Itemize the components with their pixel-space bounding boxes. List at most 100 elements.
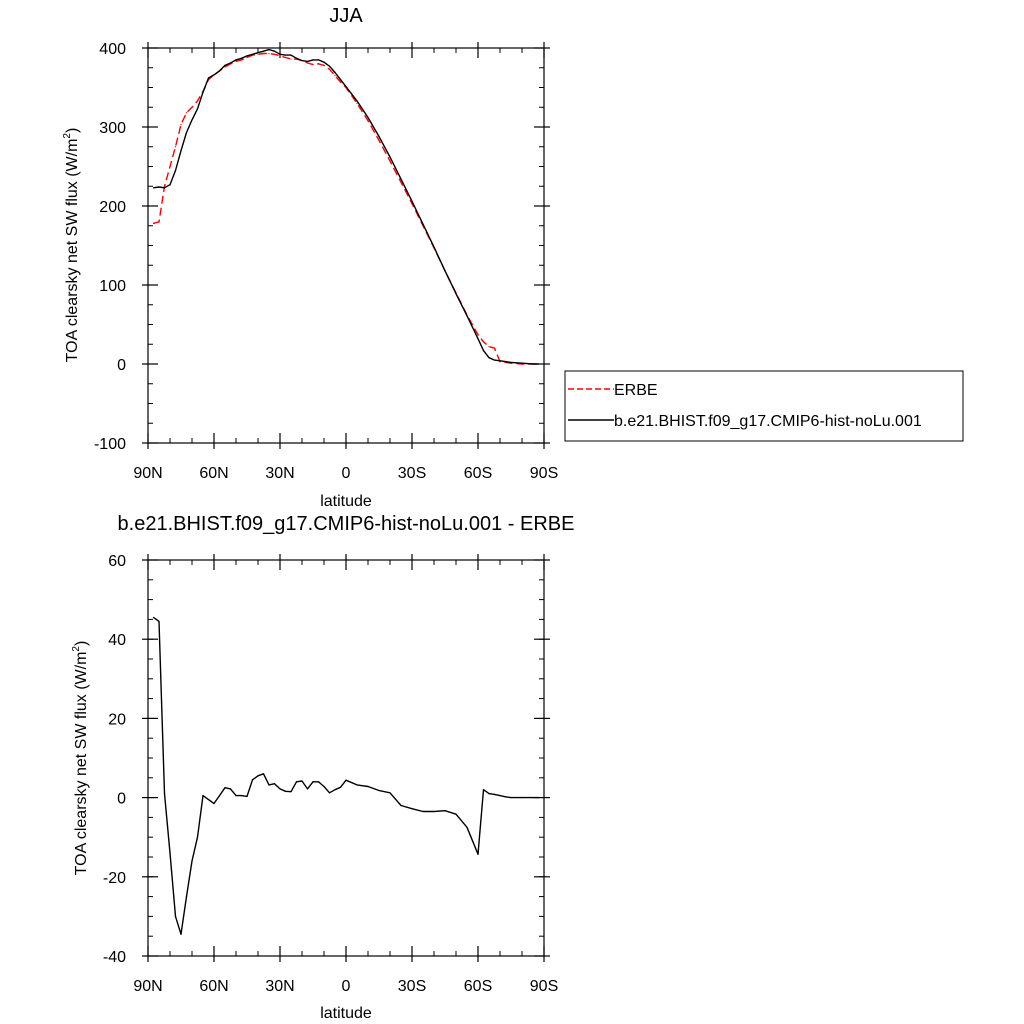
bottom-series-0-point xyxy=(235,795,237,797)
bottom-series-0-point xyxy=(504,796,507,798)
top-series-1-point xyxy=(218,70,221,72)
top-series-0-point xyxy=(328,68,331,70)
top-series-0-point xyxy=(488,346,490,348)
bottom-series-0-point xyxy=(279,788,281,790)
top-series-1-point xyxy=(268,48,270,51)
top-series-0-point xyxy=(339,81,342,83)
bottom-series-0-point xyxy=(169,852,171,854)
top-series-0-point xyxy=(482,341,485,343)
bottom-y-tick-label: 20 xyxy=(108,711,126,728)
top-series-0-point xyxy=(169,165,171,168)
bottom-x-tick-label: 90N xyxy=(133,978,162,995)
top-series-0-point xyxy=(268,52,270,55)
top-series-1-point xyxy=(229,62,232,64)
top-series-0-point xyxy=(317,63,320,65)
bottom-series-0-point xyxy=(328,792,331,794)
top-series-1-point xyxy=(169,184,171,186)
top-series-1-point xyxy=(493,359,496,361)
bottom-series-0-point xyxy=(312,781,314,783)
top-series-1-point xyxy=(158,186,160,188)
top-y-tick-label: -100 xyxy=(94,436,126,453)
legend-model-label: b.e21.BHIST.f09_g17.CMIP6-hist-noLu.001 xyxy=(614,413,922,430)
top-series-1-point xyxy=(207,77,210,79)
bottom-series-0-point xyxy=(367,785,369,788)
bottom-series-0-point xyxy=(317,781,320,783)
bottom-series-0-point xyxy=(345,779,347,781)
top-series-1-point xyxy=(323,61,325,63)
bottom-chart-plot-area: -40 -20 0 20 40 60 90N 60N 30N 0 30S 60S 90S xyxy=(103,553,558,995)
top-series-1-point xyxy=(537,363,540,365)
top-series-1-point xyxy=(301,60,303,62)
top-series-1-point xyxy=(251,53,254,55)
top-chart-y-axis-label: TOA clearsky net SW flux (W/m2) xyxy=(62,128,81,363)
top-series-1-point xyxy=(235,59,237,61)
top-series-0-point xyxy=(389,160,391,162)
top-series-1-point xyxy=(504,361,507,363)
bottom-series-0-point xyxy=(207,798,210,801)
bottom-x-tick-label: 90S xyxy=(530,978,558,995)
bottom-series-0-point xyxy=(499,795,501,797)
top-x-tick-label: 60S xyxy=(464,465,492,482)
bottom-series-0-point xyxy=(466,826,468,828)
top-series-0-point xyxy=(235,60,237,63)
top-series-0-point xyxy=(191,106,193,108)
bottom-chart-y-axis-label: TOA clearsky net SW flux (W/m2) xyxy=(71,641,90,876)
top-series-1-point xyxy=(196,108,199,110)
top-series-1-point xyxy=(433,246,435,248)
top-series-1-point xyxy=(328,65,331,67)
top-series-0-point xyxy=(158,221,160,223)
top-x-tick-label: 30S xyxy=(398,465,426,482)
top-series-0-point xyxy=(367,120,369,122)
top-series-1-point xyxy=(312,59,314,61)
top-series-0-point xyxy=(246,56,248,59)
bottom-y-tick-label: -20 xyxy=(103,870,126,887)
top-series-1-point xyxy=(213,74,215,76)
bottom-series-0-point xyxy=(262,773,265,775)
bottom-series-0-point xyxy=(356,784,358,786)
top-series-0-point xyxy=(262,52,265,55)
bottom-series-0-point xyxy=(537,797,540,799)
top-x-tick-label: 90N xyxy=(133,465,162,482)
top-series-1-point xyxy=(455,293,457,295)
bottom-y-tick-label: 40 xyxy=(108,632,126,649)
top-series-0-point xyxy=(400,181,402,183)
top-series-0-point xyxy=(312,63,314,66)
bottom-series-0-point xyxy=(339,786,342,788)
bottom-series-0-point xyxy=(213,802,215,805)
top-series-1-point xyxy=(290,54,292,56)
bottom-x-tick-label: 60N xyxy=(199,978,228,995)
top-series-1-point xyxy=(482,349,485,352)
top-series-1-point xyxy=(499,360,501,362)
top-series-1-point xyxy=(295,57,298,59)
top-series-1-point xyxy=(284,54,287,56)
bottom-series-0-point xyxy=(224,787,226,789)
top-y-tick-label: 200 xyxy=(99,199,126,216)
bottom-series-0-point xyxy=(306,788,309,790)
top-y-tick-label: 400 xyxy=(99,41,126,58)
bottom-series-0-point xyxy=(444,810,446,812)
top-chart-y-axis-label-main: TOA clearsky net SW flux (W/m xyxy=(64,139,81,363)
bottom-plot-frame xyxy=(147,559,545,957)
bottom-chart-x-axis-label: latitude xyxy=(320,1005,372,1022)
bottom-series-0-point xyxy=(493,793,496,796)
bottom-series-0-point xyxy=(180,933,182,935)
legend-erbe-label: ERBE xyxy=(614,382,658,399)
top-chart-x-axis-label: latitude xyxy=(320,493,372,510)
bottom-series-0-point xyxy=(273,783,276,785)
bottom-series-0-point xyxy=(510,797,512,799)
top-series-0-point xyxy=(378,139,380,142)
top-series-1-point xyxy=(345,86,347,88)
bottom-x-tick-label: 0 xyxy=(342,978,351,995)
bottom-series-0-point xyxy=(488,793,490,795)
bottom-series-0-point xyxy=(251,779,254,781)
bottom-x-tick-label: 30S xyxy=(398,978,426,995)
top-series-1-point xyxy=(202,91,204,93)
top-series-1-point xyxy=(367,116,369,119)
top-chart-plot-area: -100 0 100 200 300 400 90N 60N 30N 0 30S 60S 90S xyxy=(94,41,558,482)
bottom-series-0-point xyxy=(334,789,336,791)
bottom-series-0-point xyxy=(174,915,177,918)
bottom-series-0-point xyxy=(532,797,534,799)
bottom-series-0-point xyxy=(295,781,298,783)
top-y-tick-label: 0 xyxy=(117,357,126,374)
top-series-0-point xyxy=(196,100,199,102)
